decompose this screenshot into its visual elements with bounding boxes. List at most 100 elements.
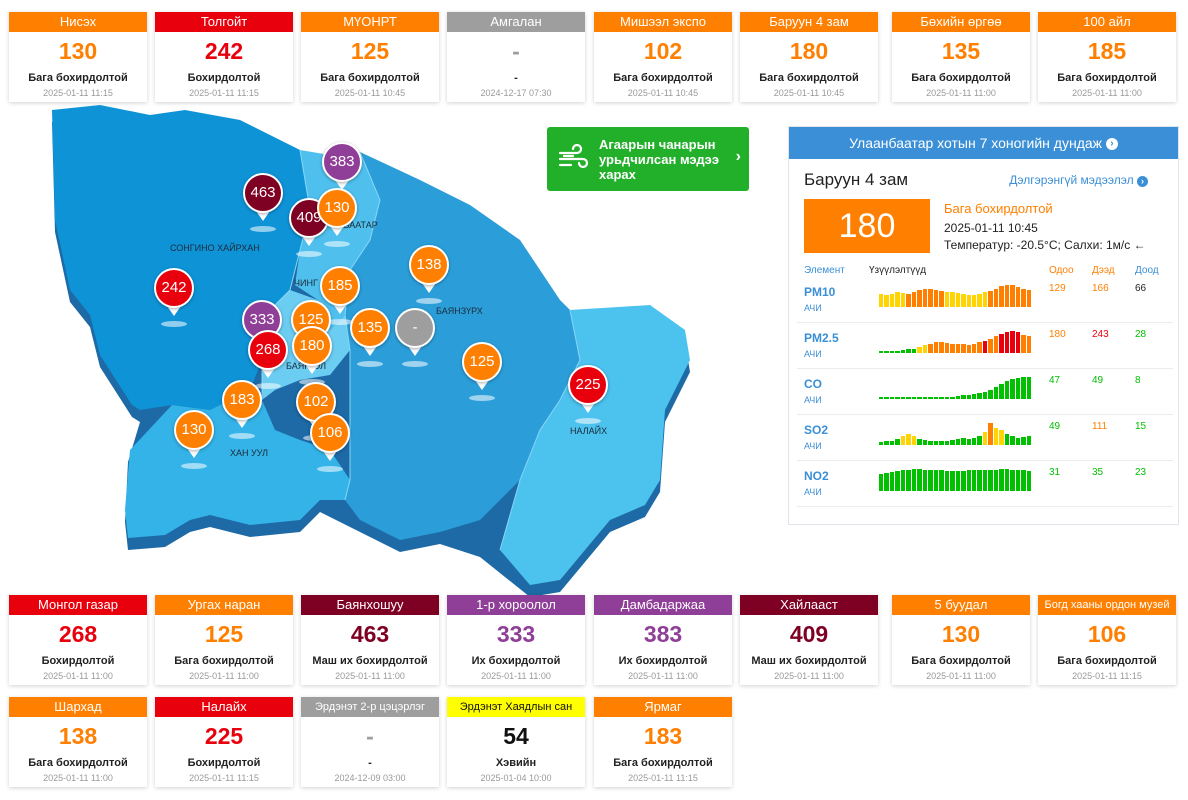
trend-bar [971,394,977,399]
trend-bar [977,294,982,307]
trend-bar [917,439,922,445]
trend-bar [939,342,944,353]
map-pin[interactable]: 183 [222,380,262,420]
station-card[interactable]: 1-р хороолол 333 Их бохирдолтой 2025-01-11 … [447,595,585,685]
station-card[interactable]: Баянхошуу 463 Маш их бохирдолтой 2025-01-11… [301,595,439,685]
map-pin[interactable]: 102 [296,382,336,422]
station-card-time: 2025-01-11 11:00 [628,671,698,681]
pollutant-trend-bars [879,285,1032,307]
station-card[interactable]: Амгалан - - 2024-12-17 07:30 [447,12,585,102]
district-label-bayanzurkh: БАЯНЗҮРХ [436,306,483,316]
station-card[interactable]: Дамбадаржаа 383 Их бохирдолтой 2025-01-11 1… [594,595,732,685]
trend-bar [950,440,955,445]
trend-bar [993,336,999,353]
map-pin[interactable]: 125 [462,342,502,382]
map-pin[interactable]: 383 [322,142,362,182]
trend-bar [944,441,950,445]
pollutant-min-value: 15 [1135,421,1147,432]
pollutant-row[interactable]: PM10 АЧИ 129 166 66 [797,277,1173,323]
station-card-aqi: 180 [789,38,829,64]
station-card[interactable]: 100 айл 185 Бага бохирдолтой 2025-01-11 11:… [1038,12,1176,102]
trend-bar [900,436,906,445]
station-card-level: Их бохирдолтой [618,655,708,667]
trend-bar [895,292,900,307]
map-pin[interactable]: 130 [317,188,357,228]
pollutant-row[interactable]: PM2.5 АЧИ 180 243 28 [797,323,1173,369]
station-card-time: 2024-12-09 03:00 [334,773,406,783]
trend-bar [1021,377,1026,399]
station-card[interactable]: Ургах наран 125 Бага бохирдолтой 2025-01-11… [155,595,293,685]
map-pin[interactable]: 268 [248,330,288,370]
pollutant-row[interactable]: SO2 АЧИ 49 111 15 [797,415,1173,461]
trend-bar [944,291,950,307]
pollutant-name: PM2.5 [804,331,839,345]
station-card[interactable]: Богд хааны ордон музей 106 Бага бохирдолто… [1038,595,1176,685]
station-card[interactable]: Хайлааст 409 Маш их бохирдолтой 2025-01-11 … [740,595,878,685]
station-card[interactable]: Бөхийн өргөө 135 Бага бохирдолтой 2025-01-1… [892,12,1030,102]
pollutant-name: SO2 [804,423,829,437]
map-pin[interactable]: 185 [320,266,360,306]
station-card[interactable]: 5 буудал 130 Бага бохирдолтой 2025-01-11 11… [892,595,1030,685]
district-map[interactable]: СОНГИНО ХАЙРХАН ЧИНГ СБААТАР БАЯНЗҮРХ БА… [0,100,770,600]
trend-bar [933,290,939,307]
trend-bar [928,343,933,353]
pollutant-max-value: 111 [1092,421,1108,432]
trend-bar [999,469,1004,491]
trend-bar [917,397,922,399]
map-pin[interactable]: 242 [154,268,194,308]
station-card-aqi: 242 [204,38,244,64]
trend-bar [1026,336,1032,353]
map-pin[interactable]: 130 [174,410,214,450]
map-pin[interactable]: 180 [292,326,332,366]
forecast-button[interactable]: Агаарын чанарын урьдчилсан мэдээ харах › [547,127,749,191]
station-card-aqi: 185 [1087,38,1127,64]
map-pin[interactable]: 225 [568,365,608,405]
trend-bar [977,342,982,353]
pollutant-row[interactable]: CO АЧИ 47 49 8 [797,369,1173,415]
station-card[interactable]: Шархад 138 Бага бохирдолтой 2025-01-11 11:0… [9,697,147,787]
panel-timestamp: 2025-01-11 10:45 [944,221,1038,235]
map-pin[interactable]: - [395,308,435,348]
station-card[interactable]: Эрдэнэт 2-р цэцэрлэг - - 2024-12-09 03:00 [301,697,439,787]
trend-bar [884,397,889,399]
station-card[interactable]: МҮОНРТ 125 Бага бохирдолтой 2025-01-11 10:4… [301,12,439,102]
trend-bar [944,343,950,353]
details-link[interactable]: Дэлгэрэнгүй мэдээлэл › [1009,173,1148,187]
trend-bar [939,470,944,491]
map-pin-base [229,433,255,439]
station-card[interactable]: Баруун 4 зам 180 Бага бохирдолтой 2025-01-1… [740,12,878,102]
trend-bar [911,292,917,307]
trend-bar [911,349,917,353]
trend-bar [1015,377,1021,399]
trend-bar [999,383,1004,399]
trend-bar [955,292,961,307]
station-card-level: Бохирдолтой [187,757,261,769]
station-card-name: Эрдэнэт Хаядлын сан [447,697,585,717]
map-pin[interactable]: 106 [310,413,350,453]
station-card[interactable]: Эрдэнэт Хаядлын сан 54 Хэвийн 2025-01-04 10… [447,697,585,787]
map-pin-tail [167,306,181,316]
station-card[interactable]: Мишээл экспо 102 Бага бохирдолтой 2025-01-1… [594,12,732,102]
trend-bar [999,430,1004,445]
chevron-right-icon: › [735,148,741,165]
station-card[interactable]: Толгойт 242 Бохирдолтой 2025-01-11 11:15 [155,12,293,102]
map-pin[interactable]: 463 [243,173,283,213]
map-pin[interactable]: 135 [350,308,390,348]
station-card[interactable]: Монгол газар 268 Бохирдолтой 2025-01-11 11:… [9,595,147,685]
trend-bar [879,397,884,399]
trend-bar [911,397,917,399]
station-card-level: - [368,757,372,769]
trend-bar [884,350,889,353]
station-card-aqi: 125 [350,38,390,64]
pollutant-row[interactable]: NO2 АЧИ 31 35 23 [797,461,1173,507]
station-card-time: 2025-01-11 11:15 [1072,671,1142,681]
map-pin[interactable]: 138 [409,245,449,285]
trend-bar [1010,436,1015,445]
station-card[interactable]: Налайх 225 Бохирдолтой 2025-01-11 11:15 [155,697,293,787]
panel-header[interactable]: Улаанбаатар хотын 7 хоногийн дундаж › [789,127,1178,159]
station-card[interactable]: Нисэх 130 Бага бохирдолтой 2025-01-11 11:15 [9,12,147,102]
map-pin-base [250,226,276,232]
district-label-songino: СОНГИНО ХАЙРХАН [170,243,260,253]
station-card[interactable]: Ярмаг 183 Бага бохирдолтой 2025-01-11 11:15 [594,697,732,787]
